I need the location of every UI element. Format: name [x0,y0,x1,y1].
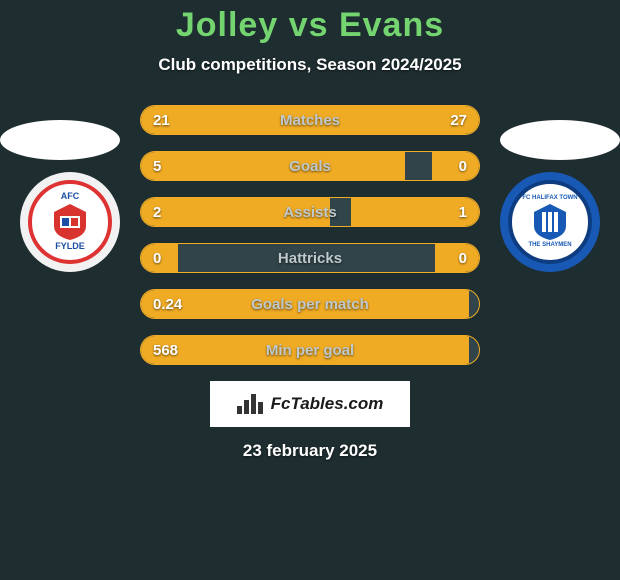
stat-value-left: 0.24 [141,290,194,318]
stat-label: Hattricks [141,244,479,272]
club-badge-right: FC HALIFAX TOWN THE SHAYMEN [500,172,600,272]
crest-left-icon [50,202,90,242]
stat-value-left: 2 [141,198,173,226]
stat-fill-left [141,336,469,364]
stat-row: 568Min per goal [140,335,480,365]
branding-bar [251,394,256,414]
branding-bars-icon [237,394,265,414]
stat-row: 0.24Goals per match [140,289,480,319]
stat-value-right: 0 [447,152,479,180]
subtitle: Club competitions, Season 2024/2025 [0,55,620,75]
stat-value-left: 21 [141,106,182,134]
stat-value-right: 0 [447,244,479,272]
stat-value-right: 1 [447,198,479,226]
stat-value-left: 568 [141,336,190,364]
branding-bar [237,406,242,414]
badge-left-text-top: AFC [61,192,80,202]
stat-value-right: 27 [438,106,479,134]
comparison-card: Jolley vs Evans Club competitions, Seaso… [0,0,620,580]
stat-row: 50Goals [140,151,480,181]
badge-right-text-top: FC HALIFAX TOWN [522,195,577,202]
branding-bar [258,402,263,414]
badge-right-text-bottom: THE SHAYMEN [528,242,571,249]
stat-row: 21Assists [140,197,480,227]
stat-fill-left [141,152,405,180]
date-text: 23 february 2025 [0,441,620,461]
branding-box[interactable]: FcTables.com [210,381,410,427]
club-badge-right-inner: FC HALIFAX TOWN THE SHAYMEN [508,180,592,264]
stat-value-left: 0 [141,244,173,272]
branding-text: FcTables.com [271,394,384,414]
stat-row: 2127Matches [140,105,480,135]
stat-value-left: 5 [141,152,173,180]
stats-block: 2127Matches50Goals21Assists00Hattricks0.… [140,105,480,365]
crest-right-icon [530,202,570,242]
player-silhouette-right [500,120,620,160]
club-badge-left: AFC FYLDE [20,172,120,272]
branding-bar [244,400,249,414]
badge-left-text-bottom: FYLDE [55,242,85,252]
player-silhouette-left [0,120,120,160]
club-badge-left-inner: AFC FYLDE [28,180,112,264]
page-title: Jolley vs Evans [0,6,620,45]
stat-row: 0 0Hattricks [140,243,480,273]
